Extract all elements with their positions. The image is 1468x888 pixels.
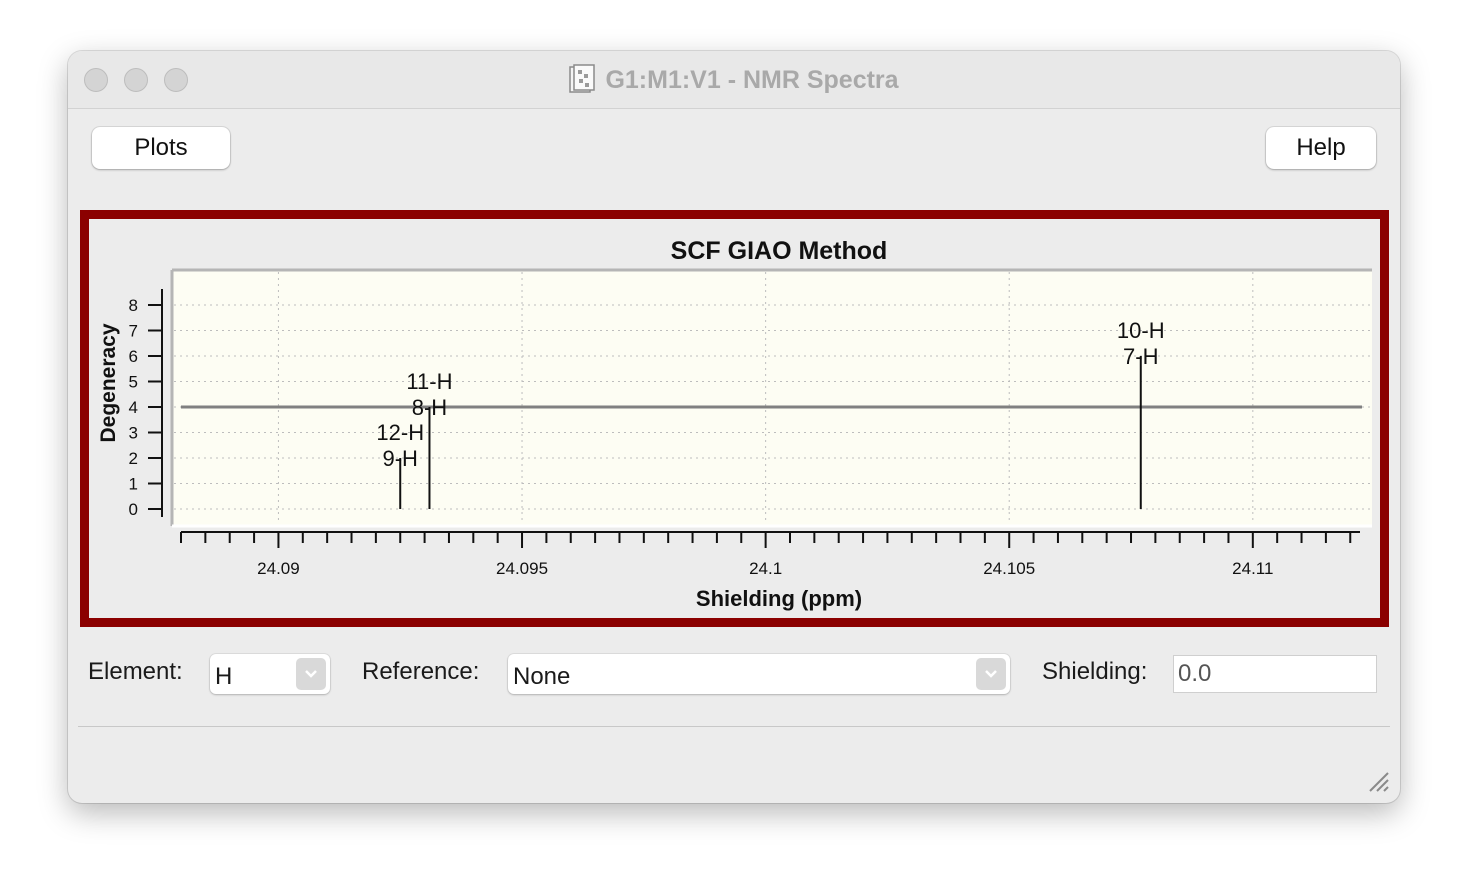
y-tick-label: 3 <box>129 424 138 443</box>
y-tick-label: 6 <box>129 347 138 366</box>
window-title: G1:M1:V1 - NMR Spectra <box>605 66 899 94</box>
x-axis-label: Shielding (ppm) <box>696 586 862 611</box>
chart-area: SCF GIAO Method Shielding (ppm) Degenera… <box>89 219 1380 618</box>
y-tick-label: 5 <box>129 373 138 392</box>
reference-select[interactable]: None <box>508 654 1010 694</box>
x-tick-label: 24.095 <box>496 559 548 578</box>
y-tick-label: 8 <box>129 296 138 315</box>
peak-label: 8-H <box>412 395 447 420</box>
close-window-button[interactable] <box>84 68 108 92</box>
nmr-spectrum-chart: SCF GIAO Method Shielding (ppm) Degenera… <box>97 237 1372 611</box>
chart-title: SCF GIAO Method <box>671 237 888 265</box>
peak-label: 11-H <box>406 369 452 394</box>
x-tick-label: 24.11 <box>1232 559 1273 578</box>
y-tick-label: 4 <box>129 398 138 417</box>
element-label: Element: <box>88 658 183 685</box>
window-title-container: G1:M1:V1 - NMR Spectra <box>68 64 1400 95</box>
plots-button[interactable]: Plots <box>92 127 230 169</box>
document-icon <box>569 64 596 94</box>
plot-layer: 0 1 2 3 4 5 6 7 8 24.09 24.095 24.1 24.105 24.11 9-H12… <box>129 268 1372 578</box>
zoom-window-button[interactable] <box>164 68 188 92</box>
shielding-label: Shielding: <box>1042 658 1148 685</box>
x-tick-label: 24.1 <box>749 559 782 578</box>
nmr-spectra-window: G1:M1:V1 - NMR Spectra Plots Help SCF GI… <box>68 51 1400 803</box>
divider <box>78 726 1390 727</box>
y-axis-label: Degeneracy <box>97 323 120 442</box>
y-tick-label: 0 <box>129 500 138 519</box>
peak-label: 9-H <box>383 446 418 471</box>
reference-label: Reference: <box>362 658 480 685</box>
resize-grip-icon[interactable] <box>1366 769 1390 793</box>
y-tick-label: 7 <box>129 322 138 341</box>
chevron-down-icon[interactable] <box>296 658 326 690</box>
y-tick-label: 1 <box>129 475 138 494</box>
title-bar[interactable]: G1:M1:V1 - NMR Spectra <box>68 51 1400 109</box>
peak-label: 7-H <box>1123 344 1158 369</box>
reference-select-value: None <box>513 663 571 690</box>
element-select[interactable]: H <box>210 654 330 694</box>
shielding-input[interactable] <box>1174 656 1376 692</box>
shielding-field[interactable] <box>1173 655 1377 693</box>
peak-label: 12-H <box>376 420 424 445</box>
minimize-window-button[interactable] <box>124 68 148 92</box>
chart-frame: SCF GIAO Method Shielding (ppm) Degenera… <box>80 210 1389 627</box>
plot-background <box>172 270 1372 526</box>
x-tick-label: 24.105 <box>983 559 1035 578</box>
x-tick-label: 24.09 <box>257 559 300 578</box>
peak-label: 10-H <box>1117 318 1165 343</box>
element-select-value: H <box>215 663 233 690</box>
help-button[interactable]: Help <box>1266 127 1376 169</box>
y-tick-label: 2 <box>129 449 138 468</box>
chevron-down-icon[interactable] <box>976 658 1006 690</box>
